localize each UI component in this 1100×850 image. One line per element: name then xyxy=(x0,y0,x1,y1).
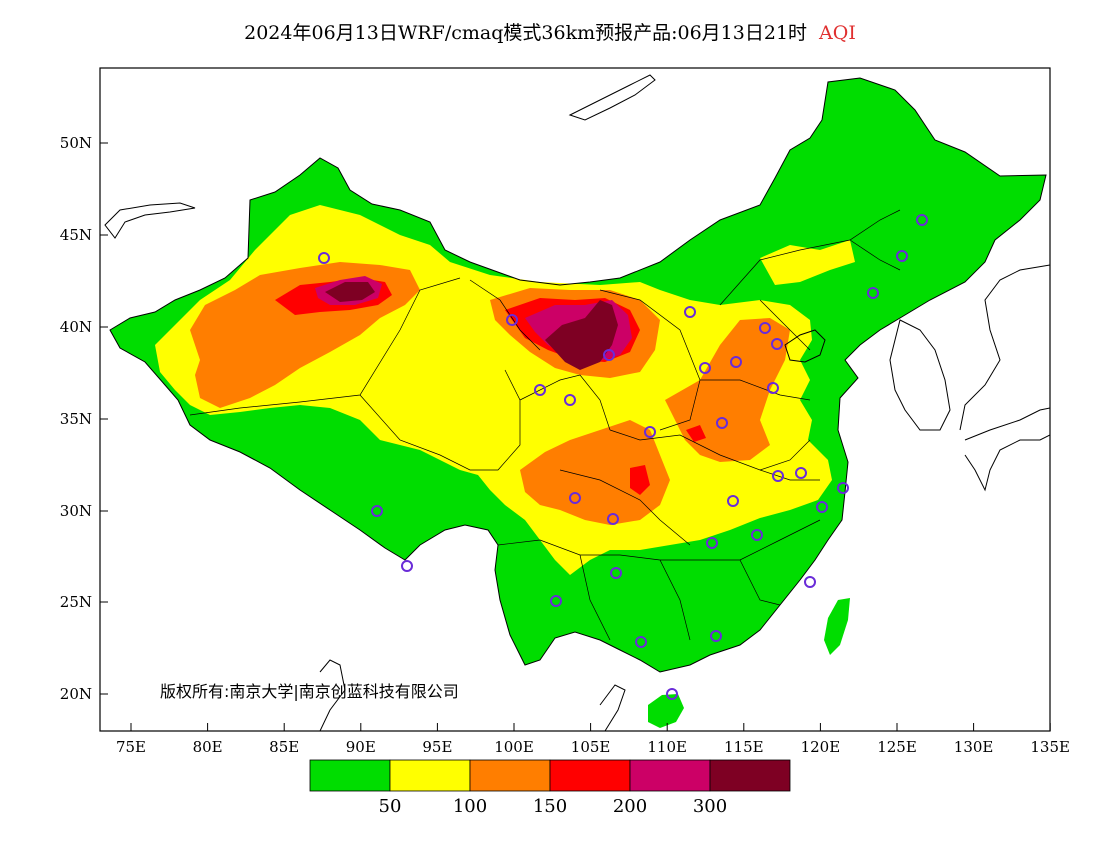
lon-label: 90E xyxy=(346,738,376,756)
colorbar-tick-label: 200 xyxy=(613,796,647,817)
colorbar-bin xyxy=(389,759,471,792)
lon-label: 135E xyxy=(1030,738,1070,756)
colorbar-bin xyxy=(709,759,791,792)
station-marker[interactable] xyxy=(644,426,656,438)
lon-label: 85E xyxy=(269,738,299,756)
colorbar-tick-label: 300 xyxy=(693,796,727,817)
lon-label: 115E xyxy=(724,738,764,756)
station-marker[interactable] xyxy=(706,537,718,549)
lat-label: 25N xyxy=(60,593,92,611)
hainan-island xyxy=(648,694,684,728)
station-marker[interactable] xyxy=(564,394,576,406)
map-frame xyxy=(99,67,1051,732)
japan-coast xyxy=(959,264,1050,492)
colorbar-bin xyxy=(629,759,711,792)
station-marker[interactable] xyxy=(816,501,828,513)
lon-label: 80E xyxy=(193,738,223,756)
lon-label: 75E xyxy=(116,738,146,756)
station-marker[interactable] xyxy=(318,252,330,264)
station-marker[interactable] xyxy=(795,467,807,479)
station-marker[interactable] xyxy=(607,513,619,525)
station-marker[interactable] xyxy=(710,630,722,642)
lon-label: 120E xyxy=(801,738,841,756)
station-marker[interactable] xyxy=(730,356,742,368)
aqi-zone-usg-central xyxy=(665,318,790,462)
china-border xyxy=(109,77,1047,673)
bohai-coast xyxy=(784,329,826,363)
station-marker[interactable] xyxy=(759,322,771,334)
station-marker[interactable] xyxy=(603,349,615,361)
lat-label: 35N xyxy=(60,410,92,428)
station-marker[interactable] xyxy=(666,688,678,700)
lat-label: 50N xyxy=(60,134,92,152)
station-marker[interactable] xyxy=(610,567,622,579)
lon-label: 110E xyxy=(647,738,687,756)
colorbar-bin xyxy=(549,759,631,792)
aqi-zone-moderate-northeast xyxy=(760,240,855,285)
aqi-zone-unhealthy-south xyxy=(686,425,706,442)
station-marker[interactable] xyxy=(751,529,763,541)
map-title-variable: AQI xyxy=(819,22,856,44)
station-marker[interactable] xyxy=(569,492,581,504)
station-marker[interactable] xyxy=(804,576,816,588)
colorbar-tick-label: 100 xyxy=(453,796,487,817)
longitude-axis: 75E 80E 85E 90E 95E 100E 105E 110E 115E 120E 125E 1… xyxy=(116,723,1070,756)
lat-label: 20N xyxy=(60,685,92,703)
lon-label: 100E xyxy=(494,738,534,756)
aqi-zone-hazardous-xinjiang xyxy=(325,282,375,302)
indochina-coast xyxy=(319,659,626,731)
station-marker[interactable] xyxy=(771,338,783,350)
station-marker[interactable] xyxy=(837,482,849,494)
lon-label: 130E xyxy=(954,738,994,756)
aqi-zone-unhealthy-central xyxy=(630,465,650,495)
station-marker[interactable] xyxy=(506,314,518,326)
aqi-colorbar: 50 100 150 200 300 xyxy=(309,759,791,817)
station-marker[interactable] xyxy=(550,595,562,607)
korea-coast xyxy=(889,319,951,431)
latitude-axis: 20N 25N 30N 35N 40N 45N 50N xyxy=(60,134,108,703)
station-marker[interactable] xyxy=(867,287,879,299)
baikal-lake xyxy=(568,74,656,121)
aqi-zone-hazardous-ordos xyxy=(545,300,618,370)
lon-label: 95E xyxy=(422,738,452,756)
station-marker[interactable] xyxy=(727,495,739,507)
station-marker[interactable] xyxy=(916,214,928,226)
lat-label: 40N xyxy=(60,318,92,336)
map-title-main: 2024年06月13日WRF/cmaq模式36km预报产品:06月13日21时 xyxy=(244,22,808,44)
aqi-zone-usg-sichuan xyxy=(520,420,670,525)
station-marker[interactable] xyxy=(896,250,908,262)
station-marker[interactable] xyxy=(371,505,383,517)
lat-label: 45N xyxy=(60,226,92,244)
station-marker[interactable] xyxy=(534,384,546,396)
colorbar-tick-label: 150 xyxy=(533,796,567,817)
station-marker[interactable] xyxy=(401,560,413,572)
station-marker[interactable] xyxy=(699,362,711,374)
station-marker[interactable] xyxy=(716,417,728,429)
lon-label: 125E xyxy=(877,738,917,756)
colorbar-tick-label: 50 xyxy=(379,796,402,817)
colorbar-bin xyxy=(309,759,391,792)
taiwan-island xyxy=(824,598,850,655)
colorbar-bin xyxy=(469,759,551,792)
lat-label: 30N xyxy=(60,502,92,520)
station-marker[interactable] xyxy=(772,470,784,482)
copyright-text: 版权所有:南京大学|南京创蓝科技有限公司 xyxy=(160,682,459,701)
station-marker[interactable] xyxy=(635,636,647,648)
station-marker[interactable] xyxy=(767,382,779,394)
map-title: 2024年06月13日WRF/cmaq模式36km预报产品:06月13日21时 A… xyxy=(0,18,1100,45)
station-marker[interactable] xyxy=(684,306,696,318)
lon-label: 105E xyxy=(571,738,611,756)
balkhash-lake xyxy=(104,202,196,239)
station-markers xyxy=(318,214,928,700)
